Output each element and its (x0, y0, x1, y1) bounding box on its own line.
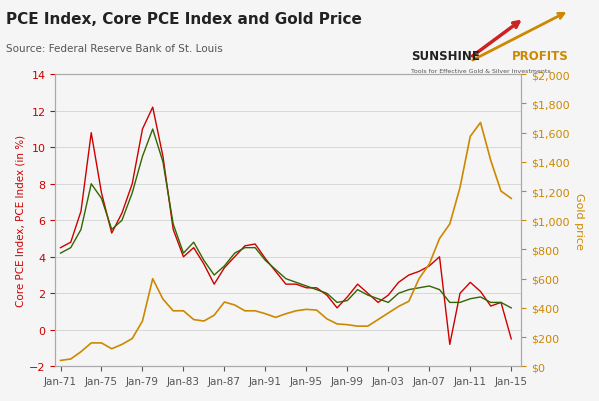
Text: PCE Index, Core PCE Index and Gold Price: PCE Index, Core PCE Index and Gold Price (6, 12, 362, 27)
Y-axis label: Gold price: Gold price (574, 192, 584, 249)
Text: SUNSHINE: SUNSHINE (411, 50, 480, 63)
Text: PROFITS: PROFITS (512, 50, 568, 63)
Text: Source: Federal Reserve Bank of St. Louis: Source: Federal Reserve Bank of St. Loui… (6, 44, 223, 54)
Y-axis label: Core PCE Index, PCE Index (in %): Core PCE Index, PCE Index (in %) (15, 135, 25, 307)
Text: Tools for Effective Gold & Silver Investments: Tools for Effective Gold & Silver Invest… (411, 69, 550, 74)
